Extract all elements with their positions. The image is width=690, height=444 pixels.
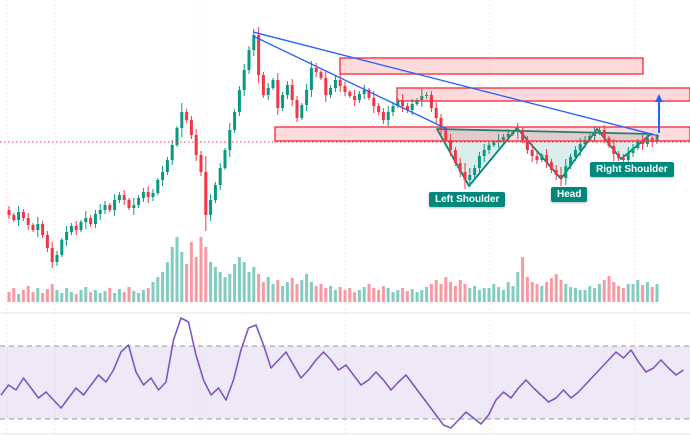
- left-shoulder-label[interactable]: Left Shoulder: [429, 192, 506, 207]
- head-label[interactable]: Head: [551, 187, 588, 202]
- right-shoulder-label[interactable]: Right Shoulder: [590, 162, 674, 177]
